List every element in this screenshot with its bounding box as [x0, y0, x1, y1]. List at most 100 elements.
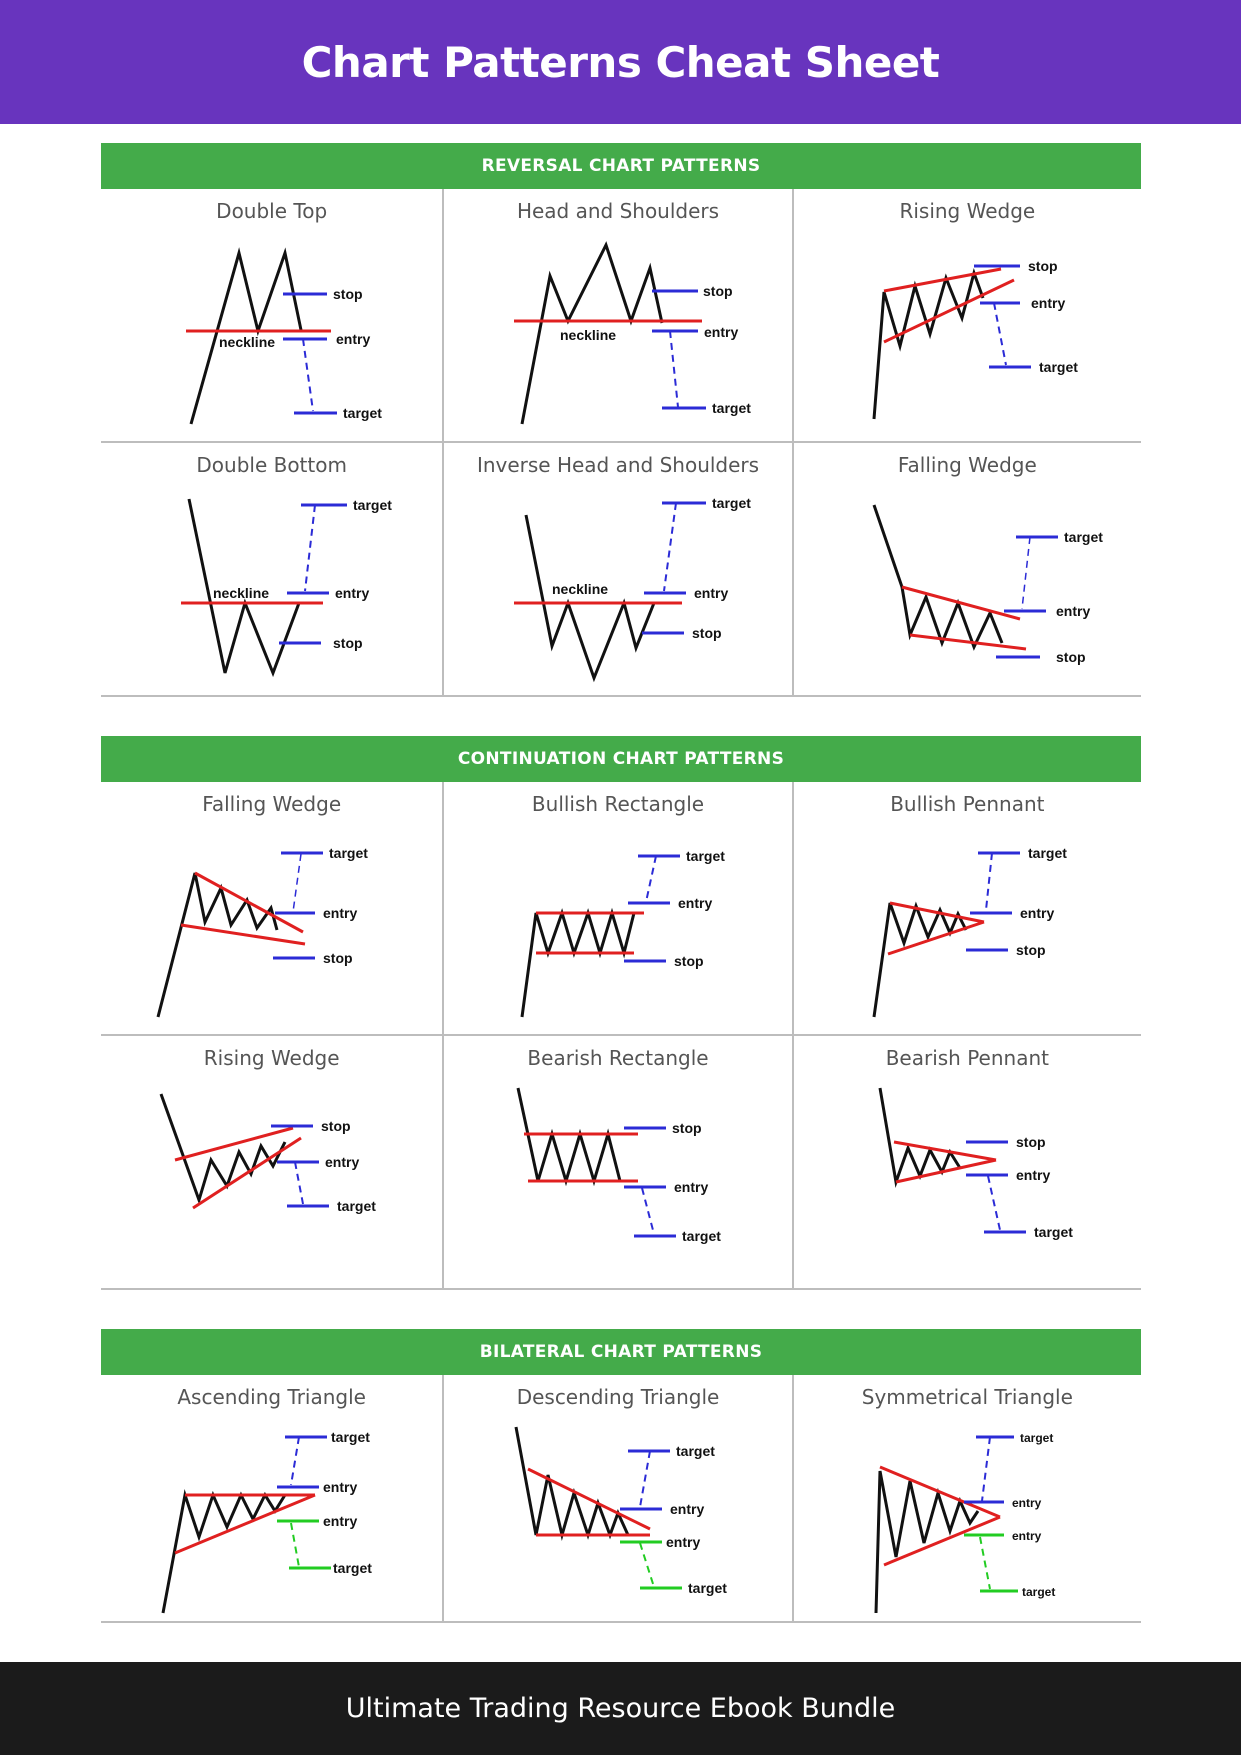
entry-label: entry — [666, 1534, 700, 1550]
pattern-title: Ascending Triangle — [177, 1385, 366, 1409]
continuation-section: CONTINUATION CHART PATTERNS Falling Wedg… — [101, 736, 1141, 1290]
falling-wedge-diagram: target entry stop — [872, 504, 1103, 665]
footer-text: Ultimate Trading Resource Ebook Bundle — [345, 1693, 896, 1724]
stop-label: stop — [672, 1120, 702, 1136]
pattern-title: Rising Wedge — [203, 1046, 340, 1070]
target-label: target — [676, 1443, 715, 1459]
target-label: target — [1020, 1431, 1053, 1445]
target-label: target — [682, 1228, 721, 1244]
target-label: target — [712, 495, 751, 511]
pattern-symmetrical-triangle: Symmetrical Triangle target entry entry … — [794, 1375, 1141, 1621]
stop-label: stop — [323, 950, 353, 966]
entry-label: entry — [323, 1479, 357, 1495]
bullish-pennant-diagram: target entry stop — [872, 845, 1067, 1018]
pattern-row: Falling Wedge target entry stop Bullish … — [101, 782, 1141, 1036]
stop-label: stop — [321, 1118, 351, 1134]
neckline-label: neckline — [219, 334, 275, 350]
target-label: target — [688, 1580, 727, 1596]
page-title: Chart Patterns Cheat Sheet — [301, 37, 940, 87]
stop-label: stop — [333, 286, 363, 302]
pattern-title: Falling Wedge — [897, 453, 1037, 477]
entry-label: entry — [678, 895, 712, 911]
inverse-head-and-shoulders-diagram: target entry stop neckline — [514, 495, 752, 683]
bilateral-section: BILATERAL CHART PATTERNS Ascending Trian… — [101, 1329, 1141, 1623]
pattern-rising-wedge: Rising Wedge stop entry target — [794, 189, 1141, 441]
entry-label: entry — [1016, 1167, 1050, 1183]
target-label: target — [1034, 1224, 1073, 1240]
pattern-falling-wedge: Falling Wedge target entry stop — [101, 782, 445, 1034]
double-bottom-diagram: target entry stop neckline — [181, 497, 392, 678]
entry-label: entry — [1012, 1496, 1042, 1510]
pattern-bearish-rectangle: Bearish Rectangle stop entry target — [444, 1036, 794, 1288]
neckline-label: neckline — [552, 581, 608, 597]
pattern-title: Bullish Rectangle — [531, 792, 705, 816]
pattern-falling-wedge: Falling Wedge target entry stop — [794, 443, 1141, 695]
entry-label: entry — [674, 1179, 708, 1195]
target-label: target — [337, 1198, 376, 1214]
target-label: target — [712, 400, 751, 416]
target-label: target — [343, 405, 382, 421]
section-banner: BILATERAL CHART PATTERNS — [101, 1329, 1141, 1375]
reversal-section: REVERSAL CHART PATTERNS Double Top stop … — [101, 143, 1141, 697]
entry-label: entry — [704, 324, 738, 340]
head-and-shoulders-diagram: stop entry target neckline — [514, 241, 752, 425]
entry-label: entry — [1056, 603, 1090, 619]
pattern-title: Rising Wedge — [899, 199, 1036, 223]
entry-label: entry — [323, 905, 357, 921]
stop-label: stop — [1016, 1134, 1046, 1150]
pattern-title: Symmetrical Triangle — [861, 1385, 1073, 1409]
rising-wedge-diagram: stop entry target — [159, 1093, 376, 1214]
pattern-title: Descending Triangle — [516, 1385, 720, 1409]
pattern-title: Inverse Head and Shoulders — [476, 453, 760, 477]
pattern-bullish-rectangle: Bullish Rectangle target entry stop — [444, 782, 794, 1034]
stop-label: stop — [674, 953, 704, 969]
pattern-title: Double Bottom — [196, 453, 347, 477]
neckline-label: neckline — [560, 327, 616, 343]
target-label: target — [1022, 1585, 1055, 1599]
bullish-rectangle-diagram: target entry stop — [520, 848, 726, 1018]
pattern-title: Falling Wedge — [202, 792, 342, 816]
bearish-rectangle-diagram: stop entry target — [516, 1087, 722, 1244]
pattern-title: Double Top — [216, 199, 328, 223]
entry-label: entry — [1031, 295, 1065, 311]
pattern-ascending-triangle: Ascending Triangle target entry entry ta… — [101, 1375, 445, 1621]
bearish-pennant-diagram: stop entry target — [878, 1087, 1073, 1240]
pattern-double-top: Double Top stop entry target neckline — [101, 189, 445, 441]
stop-label: stop — [703, 283, 733, 299]
target-label: target — [686, 848, 725, 864]
target-label: target — [1039, 359, 1078, 375]
entry-label: entry — [670, 1501, 704, 1517]
target-label: target — [333, 1560, 372, 1576]
pattern-title: Bearish Rectangle — [527, 1046, 709, 1070]
symmetrical-triangle-diagram: target entry entry target — [874, 1431, 1055, 1614]
stop-label: stop — [692, 625, 722, 641]
target-label: target — [353, 497, 392, 513]
section-banner: CONTINUATION CHART PATTERNS — [101, 736, 1141, 782]
pattern-inverse-head-and-shoulders: Inverse Head and Shoulders target entry … — [444, 443, 794, 695]
pattern-row: Ascending Triangle target entry entry ta… — [101, 1375, 1141, 1623]
pattern-row: Double Bottom target entry stop neckline… — [101, 443, 1141, 697]
pattern-title: Bearish Pennant — [885, 1046, 1049, 1070]
target-label: target — [1028, 845, 1067, 861]
entry-label: entry — [325, 1154, 359, 1170]
page-header: Chart Patterns Cheat Sheet — [0, 0, 1241, 124]
pattern-rising-wedge: Rising Wedge stop entry target — [101, 1036, 445, 1288]
double-top-diagram: stop entry target neckline — [186, 247, 382, 425]
stop-label: stop — [333, 635, 363, 651]
pattern-title: Head and Shoulders — [516, 199, 720, 223]
pattern-descending-triangle: Descending Triangle target entry entry t… — [444, 1375, 794, 1621]
stop-label: stop — [1016, 942, 1046, 958]
neckline-label: neckline — [213, 585, 269, 601]
target-label: target — [329, 845, 368, 861]
section-banner: REVERSAL CHART PATTERNS — [101, 143, 1141, 189]
entry-label: entry — [323, 1513, 357, 1529]
ascending-triangle-diagram: target entry entry target — [161, 1429, 372, 1614]
page-footer: Ultimate Trading Resource Ebook Bundle — [0, 1662, 1241, 1755]
pattern-bearish-pennant: Bearish Pennant stop entry target — [794, 1036, 1141, 1288]
entry-label: entry — [694, 585, 728, 601]
entry-label: entry — [1012, 1529, 1042, 1543]
descending-triangle-diagram: target entry entry target — [514, 1426, 728, 1596]
entry-label: entry — [335, 585, 369, 601]
entry-label: entry — [336, 331, 370, 347]
pattern-bullish-pennant: Bullish Pennant target entry stop — [794, 782, 1141, 1034]
